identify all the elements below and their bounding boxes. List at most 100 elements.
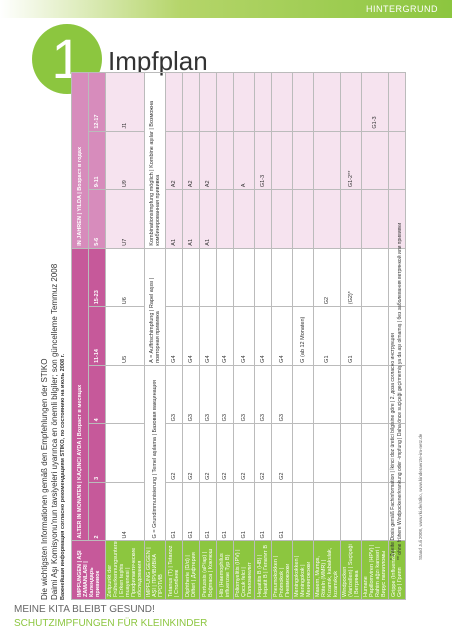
cell: G4 — [199, 306, 217, 366]
cell — [199, 72, 217, 132]
cell — [165, 72, 183, 132]
cell: G3 — [165, 365, 183, 424]
vaccination-table: Die wichtigsten Informationen gemäß den … — [40, 72, 406, 600]
cell: G1 — [216, 482, 234, 541]
cell: U4 — [105, 482, 145, 541]
footnote: ** ohne frühere Windpockenerkrankung ode… — [397, 222, 403, 560]
cell: G3 — [233, 365, 255, 424]
cell: G1 — [233, 482, 255, 541]
cell — [313, 189, 341, 249]
cell: G1 — [254, 482, 272, 541]
cell — [313, 482, 341, 541]
table-subtitle: Важнейшая информация согласно рекомендац… — [60, 354, 66, 600]
legend-cell: A = Auffrischimpfung | Rapel aşısı | пов… — [144, 248, 166, 366]
cell: G1 — [313, 306, 341, 366]
age-cell: 5-6 — [88, 189, 106, 249]
cell — [340, 365, 362, 424]
row-label: Poliomyelitis (IPV) | Çocuk felci | Поли… — [233, 540, 255, 600]
cell — [233, 189, 255, 249]
footer-subtitle: SCHUTZIMPFUNGEN FÜR KLEINKINDER — [14, 618, 208, 629]
cell — [313, 72, 341, 132]
cell: G2 — [254, 423, 272, 483]
vaccine-row: Masern, Mumps, Röteln (MMR) | Kızamık, k… — [313, 72, 341, 600]
cell — [361, 423, 389, 483]
row-label: IMPFUNG GEGEN | AŞI | ПРИВИВКА ПРОТИВ — [144, 540, 166, 600]
cell: G1 — [182, 482, 200, 541]
cell: A1 — [182, 189, 200, 249]
cell — [361, 365, 389, 424]
cell: G1 — [165, 482, 183, 541]
vaccine-row: Poliomyelitis (IPV) | Çocuk felci | Поли… — [233, 72, 255, 600]
cell: G4 — [216, 306, 234, 366]
row-label: Windpocken (Varizellen) | Suçiçeği | Вет… — [340, 540, 362, 600]
cell — [254, 189, 272, 249]
cell: G2 — [313, 248, 341, 307]
cell — [182, 248, 200, 307]
cell: J1 — [105, 72, 145, 132]
age-cell: 9-11 — [88, 131, 106, 190]
cell — [340, 189, 362, 249]
cell: G3 — [182, 365, 200, 424]
row-label: Masern, Mumps, Röteln (MMR) | Kızamık, k… — [313, 540, 341, 600]
cell — [313, 423, 341, 483]
cell: U6 — [105, 248, 145, 307]
header-cell: IN JAHREN | YILDA | Возраст в годах — [71, 72, 89, 249]
table-title: Die wichtigsten Informationen gemäß den … — [40, 358, 49, 600]
cell: G3 — [254, 365, 272, 424]
cell: G1-3 — [361, 72, 389, 132]
cell: G1 — [340, 306, 362, 366]
cell — [233, 72, 255, 132]
cell: G4 — [182, 306, 200, 366]
table: IMPFUNGEN | AŞI ZAMANLARI | Календарь пр… — [71, 72, 406, 600]
cell — [340, 423, 362, 483]
age-cell: 15-23 — [88, 248, 106, 307]
vaccine-row: Meningokokken | Meningokok | Менингококк… — [292, 72, 314, 600]
cell: G2 — [271, 423, 293, 483]
cell — [361, 189, 389, 249]
footer-title: MEINE KITA BLEIBT GESUND! — [14, 604, 155, 615]
cell: U9 — [105, 131, 145, 190]
age-cell: 4 — [88, 365, 106, 424]
header-row: IMPFUNGEN | AŞI ZAMANLARI | Календарь пр… — [71, 72, 106, 600]
cell — [105, 423, 145, 483]
cell — [292, 131, 314, 190]
cell — [216, 72, 234, 132]
cell: G3 — [216, 365, 234, 424]
source: Stand Juli 2008, www.rki.de/stiko, www.k… — [418, 433, 423, 560]
cell: G1-2** — [340, 131, 362, 190]
row-label: Pertussis (aP/ap) | Boğmaca | Коклюш — [199, 540, 217, 600]
row-label: Tetanus (T) | Tetanoz | Столбняк — [165, 540, 183, 600]
row-label: Pneumokokken | Pnömokok | Пневмококки — [271, 540, 293, 600]
checkup-row: Zeitpunkt der Früherkennungsuntersuchung… — [105, 72, 145, 600]
page-title: Impfplan — [108, 46, 208, 76]
cell: G4 — [271, 306, 293, 366]
cell — [361, 306, 389, 366]
cell — [199, 248, 217, 307]
footnotes: * Zweite Dosis gemäß Fachinformation | İ… — [390, 32, 404, 560]
header-cell: ALTER IN MONATEN | KAÇINCI AYDA | Возрас… — [71, 248, 89, 541]
cell: A1 — [199, 189, 217, 249]
cell: G2 — [165, 423, 183, 483]
row-label: Hepatitis B (HB) | Hepatit B | Гепатит B — [254, 540, 272, 600]
cell — [271, 189, 293, 249]
cell — [292, 423, 314, 483]
cell: A2 — [165, 131, 183, 190]
cell — [271, 131, 293, 190]
age-cell: 12-17 — [88, 72, 106, 132]
cell: A2 — [199, 131, 217, 190]
cell: G4 — [165, 306, 183, 366]
vaccine-row: Pertussis (aP/ap) | Boğmaca | Коклюш G1 G2… — [199, 72, 217, 600]
cell: A2 — [182, 131, 200, 190]
cell: G2 — [182, 423, 200, 483]
row-label: Diphtherie (D/d) | Difteri | Дифтерия — [182, 540, 200, 600]
cell — [271, 72, 293, 132]
vaccine-row: Humane Papillomviren (HPV) | Rahim ağzı … — [361, 72, 389, 600]
cell — [216, 131, 234, 190]
vaccine-row: Tetanus (T) | Tetanoz | Столбняк G1 G2 G3 G4… — [165, 72, 183, 600]
cell — [216, 248, 234, 307]
cell: A — [233, 131, 255, 190]
cell — [313, 131, 341, 190]
header-cell: IMPFUNGEN | AŞI ZAMANLARI | Календарь пр… — [71, 540, 106, 600]
vaccine-row: Hib (Haemophilus influenzae Typ B) G1 G2 G3… — [216, 72, 234, 600]
